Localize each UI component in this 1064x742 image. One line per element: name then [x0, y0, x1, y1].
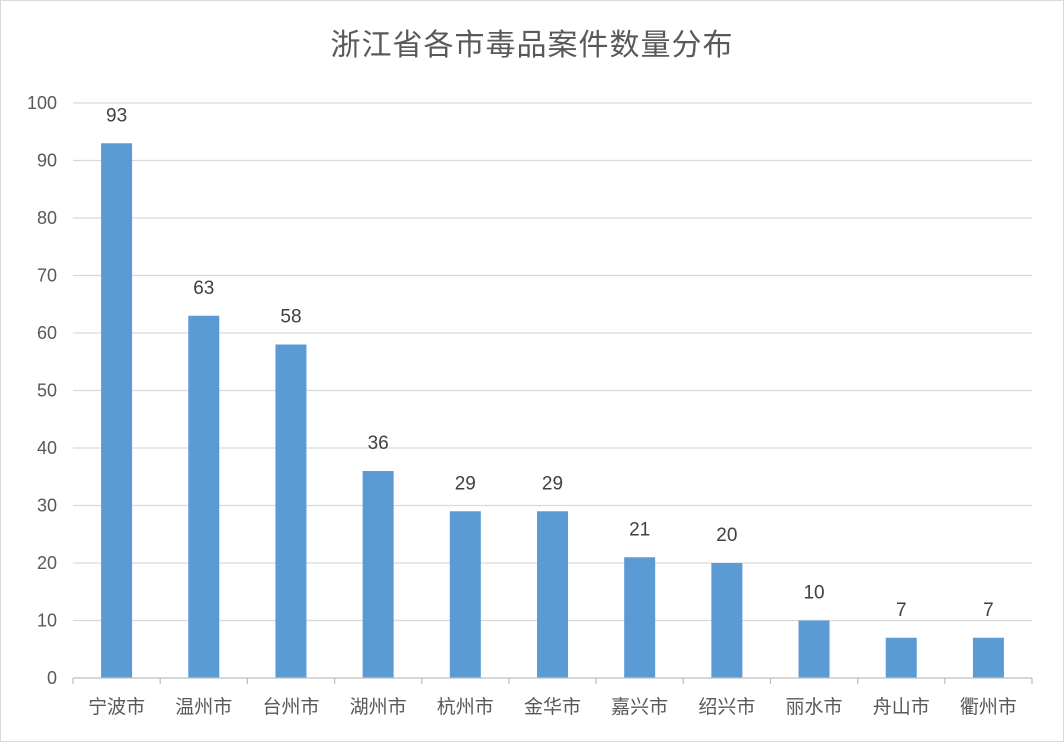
- y-tick-label: 40: [37, 438, 57, 458]
- y-tick-label: 80: [37, 208, 57, 228]
- data-label: 10: [803, 583, 824, 604]
- bar: [711, 563, 743, 678]
- x-tick-label: 宁波市: [88, 696, 145, 718]
- bar: [798, 620, 830, 678]
- y-tick-label: 0: [47, 668, 57, 688]
- y-tick-label: 100: [27, 93, 57, 113]
- data-label: 93: [106, 105, 127, 126]
- y-tick-label: 90: [37, 151, 57, 171]
- bar: [188, 315, 220, 678]
- x-tick-label: 丽水市: [786, 696, 843, 718]
- x-tick-label: 金华市: [524, 696, 581, 718]
- data-label: 7: [983, 600, 994, 621]
- data-label: 29: [455, 473, 476, 494]
- x-tick-label: 舟山市: [873, 696, 930, 718]
- bar: [101, 143, 133, 678]
- bar: [275, 344, 307, 678]
- x-tick-label: 杭州市: [437, 696, 494, 718]
- bar: [362, 471, 394, 678]
- data-label: 21: [629, 519, 650, 540]
- y-tick-label: 30: [37, 496, 57, 516]
- data-label: 63: [193, 278, 214, 299]
- x-tick-label: 湖州市: [350, 696, 407, 718]
- x-tick-label: 台州市: [262, 696, 319, 718]
- data-label: 20: [716, 525, 737, 546]
- y-tick-label: 70: [37, 266, 57, 286]
- data-label: 58: [280, 307, 301, 328]
- x-tick-label: 温州市: [175, 696, 232, 718]
- data-label: 29: [542, 473, 563, 494]
- y-tick-label: 20: [37, 553, 57, 573]
- x-tick-label: 嘉兴市: [611, 696, 668, 718]
- x-tick-label: 衢州市: [960, 696, 1017, 718]
- x-axis: 宁波市 温州市 台州市 湖州市 杭州市 金华市 嘉兴市 绍兴市 丽水市 舟山市 衢州市: [72, 677, 1033, 718]
- y-axis-tick-labels: 0 10 20 30 40 50 60 70 80 90 100: [27, 93, 57, 688]
- data-labels: 93 63 58 36 29 29 21 20 10 7 7: [106, 105, 994, 621]
- gridlines: [73, 102, 1032, 622]
- bars: [101, 143, 1004, 678]
- data-label: 7: [896, 600, 907, 621]
- x-tick-label: 绍兴市: [698, 696, 755, 718]
- bar: [972, 637, 1004, 678]
- y-tick-label: 50: [37, 381, 57, 401]
- y-tick-label: 10: [37, 611, 57, 631]
- bar: [624, 557, 656, 678]
- chart-title: 浙江省各市毒品案件数量分布: [330, 28, 734, 63]
- bar: [885, 637, 917, 678]
- data-label: 36: [368, 433, 389, 454]
- bar: [537, 511, 568, 678]
- y-tick-label: 60: [37, 323, 57, 343]
- bar: [449, 511, 481, 678]
